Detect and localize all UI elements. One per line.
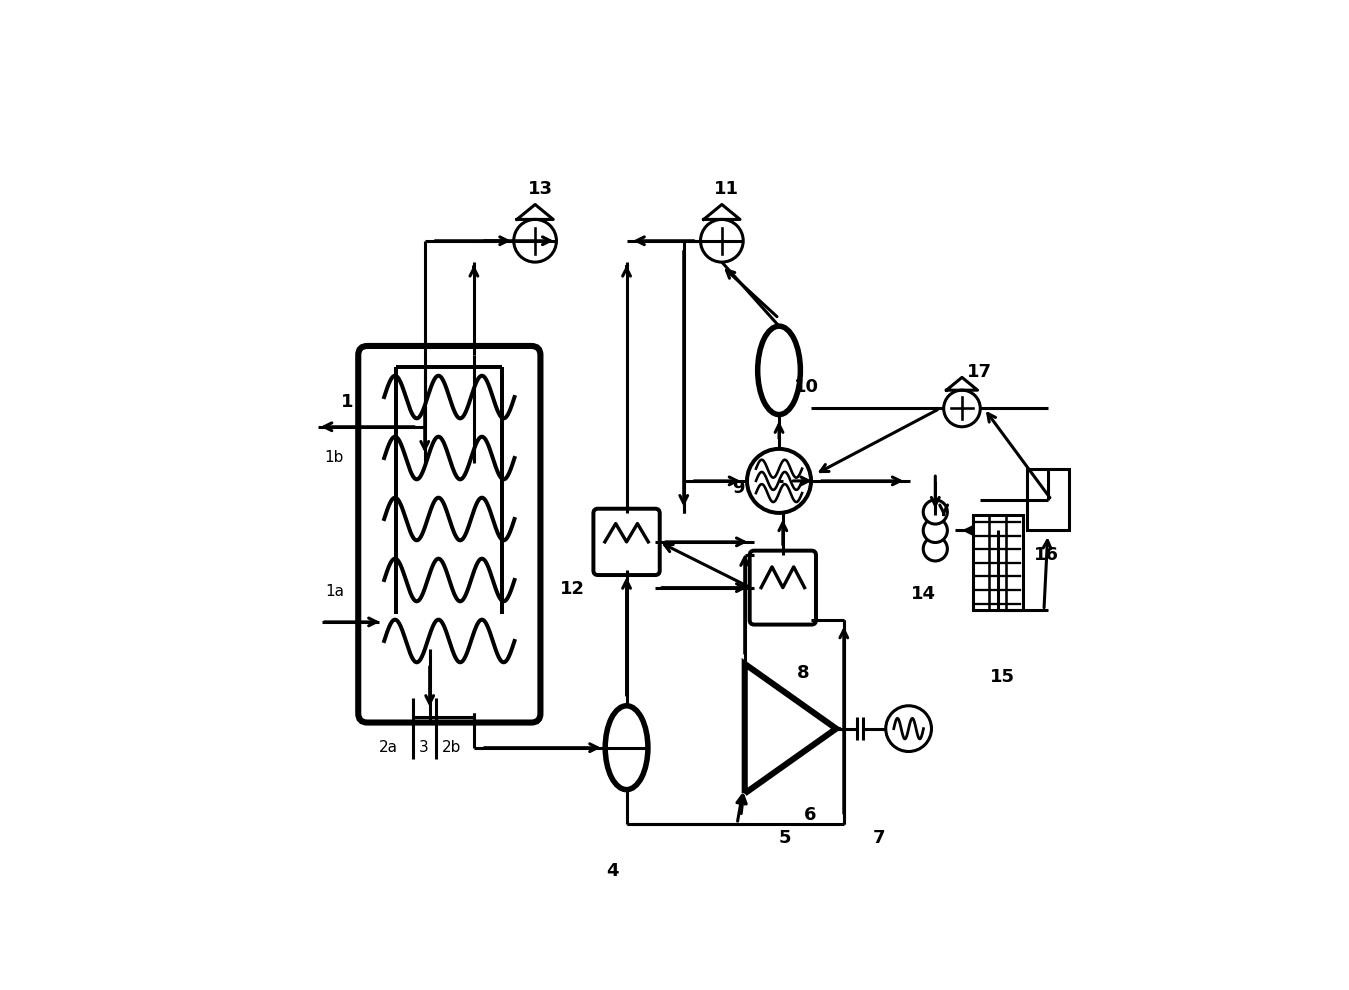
Text: 1: 1: [341, 393, 353, 411]
Text: 9: 9: [731, 478, 745, 497]
Circle shape: [923, 537, 947, 561]
FancyBboxPatch shape: [594, 509, 660, 575]
Circle shape: [886, 706, 932, 751]
Text: 2b: 2b: [442, 741, 461, 755]
Circle shape: [700, 220, 743, 262]
Text: 14: 14: [911, 585, 936, 603]
Ellipse shape: [758, 326, 800, 415]
Text: 3: 3: [420, 741, 429, 755]
Text: 12: 12: [560, 580, 585, 598]
Text: 15: 15: [990, 667, 1016, 686]
Ellipse shape: [606, 706, 648, 790]
FancyBboxPatch shape: [359, 346, 541, 723]
Text: 1b: 1b: [324, 450, 343, 465]
Text: 8: 8: [796, 664, 809, 682]
FancyBboxPatch shape: [750, 550, 816, 625]
Circle shape: [923, 500, 947, 524]
Text: 16: 16: [1035, 545, 1059, 563]
Circle shape: [944, 390, 981, 427]
Text: 17: 17: [967, 362, 993, 381]
Text: 4: 4: [606, 862, 618, 880]
FancyBboxPatch shape: [1027, 469, 1068, 531]
Text: 2a: 2a: [379, 741, 398, 755]
Text: 1a: 1a: [325, 584, 344, 599]
Text: 10: 10: [793, 378, 819, 396]
Text: 7: 7: [873, 830, 885, 847]
Text: 5: 5: [778, 830, 791, 847]
Circle shape: [514, 220, 556, 262]
Text: 13: 13: [527, 180, 553, 198]
FancyBboxPatch shape: [974, 515, 1023, 611]
Text: 11: 11: [714, 180, 739, 198]
Circle shape: [923, 519, 947, 543]
Circle shape: [747, 448, 811, 513]
Text: 6: 6: [804, 807, 816, 825]
